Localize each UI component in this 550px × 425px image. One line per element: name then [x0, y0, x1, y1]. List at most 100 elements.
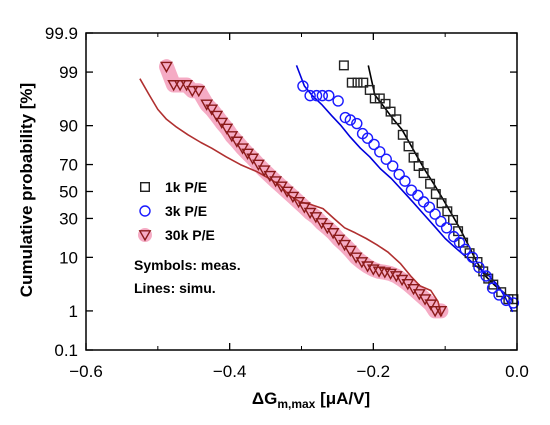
y-tick-label: 1 — [69, 302, 78, 321]
y-axis-title: Cumulative probability [%] — [17, 83, 36, 297]
1k-p-e-point — [413, 161, 424, 172]
30k-p-e-point — [220, 123, 234, 135]
legend-item-1k-p-e: 1k P/E — [139, 179, 207, 195]
30k-p-e-point — [173, 80, 187, 92]
1k-p-e-point — [403, 141, 414, 152]
3k-p-e-point — [435, 215, 447, 228]
highlight-layer — [159, 59, 449, 319]
y-tick-label: 50 — [59, 183, 78, 202]
3k-p-e-point — [440, 222, 453, 234]
3k-p-e-simulation-line — [295, 65, 514, 313]
30k-p-e-point — [180, 80, 193, 92]
30k-p-e-point — [343, 245, 357, 258]
30k-p-e-point — [210, 110, 224, 123]
legend-marker — [138, 230, 152, 242]
30k-p-e-point — [185, 85, 199, 98]
3k-p-e-point — [405, 184, 418, 196]
1k-p-e-point — [408, 152, 419, 163]
1k-p-e-point — [352, 77, 363, 88]
measured-markers — [160, 60, 520, 318]
30k-p-e-point — [361, 261, 374, 273]
3k-p-e-point — [473, 261, 485, 274]
x-tick-label: −0.4 — [213, 362, 247, 381]
30k-p-e-point — [424, 299, 438, 311]
x-tick-label: −0.6 — [69, 362, 103, 381]
3k-p-e-point — [368, 138, 380, 151]
legend: 1k P/E 3k P/E 30k P/E — [138, 179, 215, 243]
1k-p-e-point — [425, 178, 436, 189]
30k-p-e-point — [389, 271, 403, 283]
1k-p-e-point — [483, 273, 494, 284]
30k-p-e-point — [215, 117, 229, 130]
3k-p-e-point — [453, 236, 466, 249]
y-tick-label: 99 — [59, 63, 78, 82]
3k-p-e-point — [399, 175, 411, 187]
3k-p-e-point — [417, 196, 430, 208]
1k-p-e-point — [391, 114, 402, 125]
3k-p-e-point — [323, 89, 335, 102]
3k-p-e-point — [374, 146, 386, 158]
3k-p-e-point — [507, 297, 520, 309]
3k-p-e-point — [393, 168, 405, 181]
1k-p-e-point — [338, 60, 349, 71]
3k-p-e-point — [297, 80, 309, 92]
3k-p-e-point — [423, 201, 436, 213]
1k-p-e-point — [380, 98, 391, 109]
3k-p-e-point — [316, 89, 329, 102]
3k-p-e-point — [332, 95, 344, 107]
30k-p-e-point — [326, 228, 340, 240]
30k-p-e-point — [246, 153, 260, 165]
x-tick-label: −0.2 — [357, 362, 391, 381]
y-tick-label: 70 — [59, 156, 78, 175]
plot-area-frame — [85, 32, 518, 351]
30k-p-e-point — [434, 306, 448, 318]
30k-p-e-point — [292, 196, 306, 209]
30k-p-e-point — [297, 202, 311, 214]
3k-p-e-point — [459, 243, 471, 256]
1k-p-e-point — [448, 214, 459, 225]
30k-p-e-highlight — [159, 59, 449, 319]
1k-p-e-point — [418, 168, 429, 179]
30k-p-e-point — [192, 85, 206, 98]
3k-p-e-point — [380, 153, 392, 165]
x-axis-title-subscript: m,max — [277, 397, 315, 411]
legend-marker — [139, 205, 151, 217]
3k-p-e-point — [486, 282, 499, 294]
1k-p-e-point — [385, 106, 396, 117]
3k-p-e-point — [429, 208, 441, 220]
30k-p-e-point — [252, 159, 265, 171]
y-tick-label: 30 — [59, 209, 78, 228]
30k-p-e-point — [263, 170, 277, 183]
3k-p-e-point — [351, 117, 363, 130]
30k-p-e-point — [205, 104, 219, 116]
3k-p-e-point — [387, 160, 399, 172]
3k-p-e-point — [480, 270, 492, 282]
note-lines: Lines: simu. — [134, 280, 216, 296]
x-axis-title: ΔGm,max [μA/V] — [252, 389, 370, 411]
y-tick-label: 99.9 — [45, 24, 78, 43]
legend-label: 1k P/E — [165, 179, 207, 195]
3k-p-e-point — [466, 251, 479, 264]
x-tick-label: 0.0 — [505, 362, 529, 381]
1k-p-e-point — [346, 77, 357, 88]
legend-label: 3k P/E — [165, 203, 207, 219]
3k-p-e-point — [344, 114, 357, 126]
1k-p-e-point — [442, 206, 453, 217]
y-tick-label: 10 — [59, 248, 78, 267]
3k-p-e-point — [448, 230, 460, 243]
30k-p-e-simulation-line — [139, 78, 443, 317]
y-tick-label: 0.1 — [54, 341, 78, 360]
3k-p-e-point — [412, 189, 424, 202]
30k-p-e-point — [309, 212, 323, 224]
1k-p-e-point — [358, 77, 369, 88]
legend-item-30k-p-e: 30k P/E — [138, 227, 215, 243]
30k-p-e-point — [160, 61, 173, 74]
1k-p-e-point — [436, 198, 447, 209]
axis-labels: −0.6 −0.4 −0.2 0.0 0.1 1 10 30 50 70 90 99 99.9 — [45, 24, 529, 381]
30k-p-e-point — [225, 131, 239, 143]
3k-p-e-point — [500, 294, 512, 307]
legend-item-3k-p-e: 3k P/E — [139, 203, 207, 219]
1k-p-e-point — [364, 84, 375, 95]
legend-label: 30k P/E — [165, 227, 215, 243]
